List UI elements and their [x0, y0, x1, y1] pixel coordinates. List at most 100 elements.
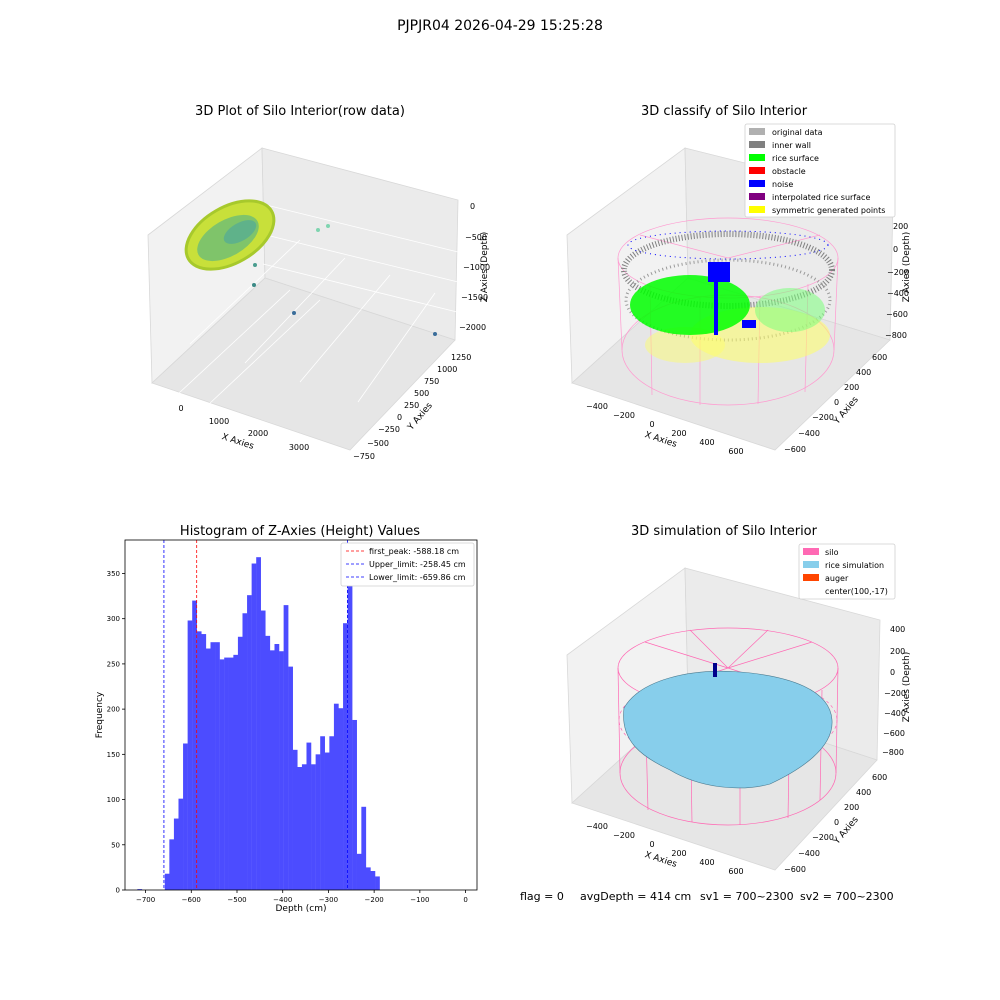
panel2-ytick-label: −400: [798, 429, 820, 438]
legend-label: symmetric generated points: [772, 206, 885, 215]
status-flag: flag = 0: [520, 890, 564, 903]
panel1-ytick-label: −500: [367, 439, 389, 448]
histogram-legend-label: first_peak: -588.18 cm: [369, 547, 459, 556]
panel4-xtick-label: 600: [728, 867, 743, 876]
histogram-bar: [260, 610, 266, 890]
panel2-symmetric-points: [690, 307, 830, 363]
histogram-bar: [228, 657, 234, 890]
panel4-title: 3D simulation of Silo Interior: [631, 524, 817, 539]
panel1-ytick-label: 0: [397, 413, 402, 422]
panel2-xtick-label: 200: [671, 429, 686, 438]
panel4-ztick-label: 0: [890, 668, 895, 677]
histogram-xtick-label: −100: [410, 896, 429, 904]
panel4-xtick-label: 400: [699, 858, 714, 867]
histogram-ytick-label: 100: [107, 796, 120, 804]
legend-label: rice surface: [772, 154, 819, 163]
histogram-bar: [183, 743, 188, 890]
histogram-bar: [370, 871, 376, 890]
panel4-ytick-label: −200: [812, 833, 834, 842]
histogram-bar: [192, 600, 197, 890]
panel4-ztick-label: −800: [882, 748, 904, 757]
panel1-left-pane: [147, 147, 266, 384]
panel1-outlier-point: [292, 311, 296, 315]
histogram-bar: [247, 595, 252, 890]
status-sv1: sv1 = 700~2300: [700, 890, 794, 903]
histogram-ytick-label: 0: [116, 887, 120, 895]
panel2-ztick-label: −800: [885, 331, 907, 340]
panel1-rice-cloud-core: [223, 220, 257, 244]
histogram-bar: [251, 563, 257, 890]
histogram-bar: [274, 644, 280, 890]
panel1-ytick-label: 250: [404, 401, 419, 410]
panel4-legend: [798, 543, 896, 600]
histogram-ytick-label: 350: [107, 570, 120, 578]
panel4-xtick-label: −400: [586, 822, 608, 831]
panel2-xtick-label: −400: [586, 402, 608, 411]
histogram-xtick-label: −200: [365, 896, 384, 904]
panel1-gridlines: [177, 203, 459, 406]
histogram-xtick-label: −400: [273, 896, 292, 904]
histogram-legend-label: Upper_limit: -258.45 cm: [369, 560, 466, 569]
histogram-bar: [256, 557, 261, 890]
panel4-ytick-label: −400: [798, 849, 820, 858]
histogram-bar: [297, 767, 303, 890]
histogram-xlabel: Depth (cm): [275, 904, 326, 914]
histogram-bar: [306, 742, 312, 890]
panel1-ztick-label: −1500: [461, 293, 488, 302]
legend-label: original data: [772, 128, 823, 137]
panel1-xtick-label: 1000: [209, 417, 229, 426]
legend-swatch-silo: [803, 548, 819, 555]
panel2-rice-surface: [630, 275, 750, 335]
histogram-bar: [324, 752, 330, 890]
histogram-bar: [338, 708, 344, 890]
histogram-frame: [124, 539, 478, 891]
panel4-ytick-label: 200: [844, 803, 859, 812]
histogram-bar: [311, 764, 316, 890]
legend-swatch-obstacle: [749, 167, 765, 174]
panel2-silo-wireframe: [617, 217, 839, 406]
panel1-title: 3D Plot of Silo Interior(row data): [195, 104, 405, 119]
panel1-ytick-label: 1250: [451, 353, 471, 362]
histogram-bar: [137, 889, 143, 890]
histogram-bar: [173, 818, 179, 890]
panel4-rice-simulation: [623, 671, 833, 789]
panel4-xtick-label: 200: [671, 849, 686, 858]
legend-swatch-noise: [749, 180, 765, 187]
panel2-xtick-label: 0: [649, 420, 654, 429]
panel1-ytick-label: −250: [378, 425, 400, 434]
histogram-bar: [201, 634, 207, 890]
panel2-ztick-label: −200: [887, 268, 909, 277]
legend-label: silo: [825, 548, 839, 557]
histogram-bar: [329, 736, 335, 890]
panel2-ylabel: Y Axies: [832, 395, 861, 427]
panel2-legend: [744, 123, 896, 218]
histogram-bar: [279, 651, 284, 890]
histogram-bar: [210, 642, 216, 890]
histogram-bar: [283, 605, 289, 890]
legend-swatch-inner-wall: [749, 141, 765, 148]
panel4-silo-wireframe: [617, 627, 839, 826]
panel4-back-pane: [684, 567, 881, 761]
panel4-ztick-label: −200: [884, 689, 906, 698]
histogram-bar: [237, 636, 243, 890]
histogram-bar: [375, 876, 380, 890]
legend-label: obstacle: [772, 167, 806, 176]
panel4-ztick-label: −400: [884, 709, 906, 718]
histogram-xtick-label: −700: [136, 896, 155, 904]
histogram-xtick-label: 0: [463, 896, 467, 904]
panel2-ztick-label: −400: [887, 289, 909, 298]
panel2-rice-surface: [755, 288, 825, 332]
panel2-ztick-label: −600: [886, 310, 908, 319]
legend-swatch-rice-surface: [749, 154, 765, 161]
panel1-outlier-point: [253, 263, 257, 267]
histogram-bar: [242, 613, 248, 890]
panel1-ytick-label: 500: [414, 389, 429, 398]
panel4-ztick-label: 200: [890, 647, 905, 656]
histogram-ylabel: Frequency: [95, 691, 105, 738]
panel2-left-pane: [566, 147, 689, 384]
panel2-xtick-label: 400: [699, 438, 714, 447]
panel2-legend-items: original data inner wall rice surface ob…: [749, 128, 885, 215]
panel4-xtick-label: −200: [613, 831, 635, 840]
panel4-legend-items: silo rice simulation auger center(100,-1…: [803, 548, 888, 596]
